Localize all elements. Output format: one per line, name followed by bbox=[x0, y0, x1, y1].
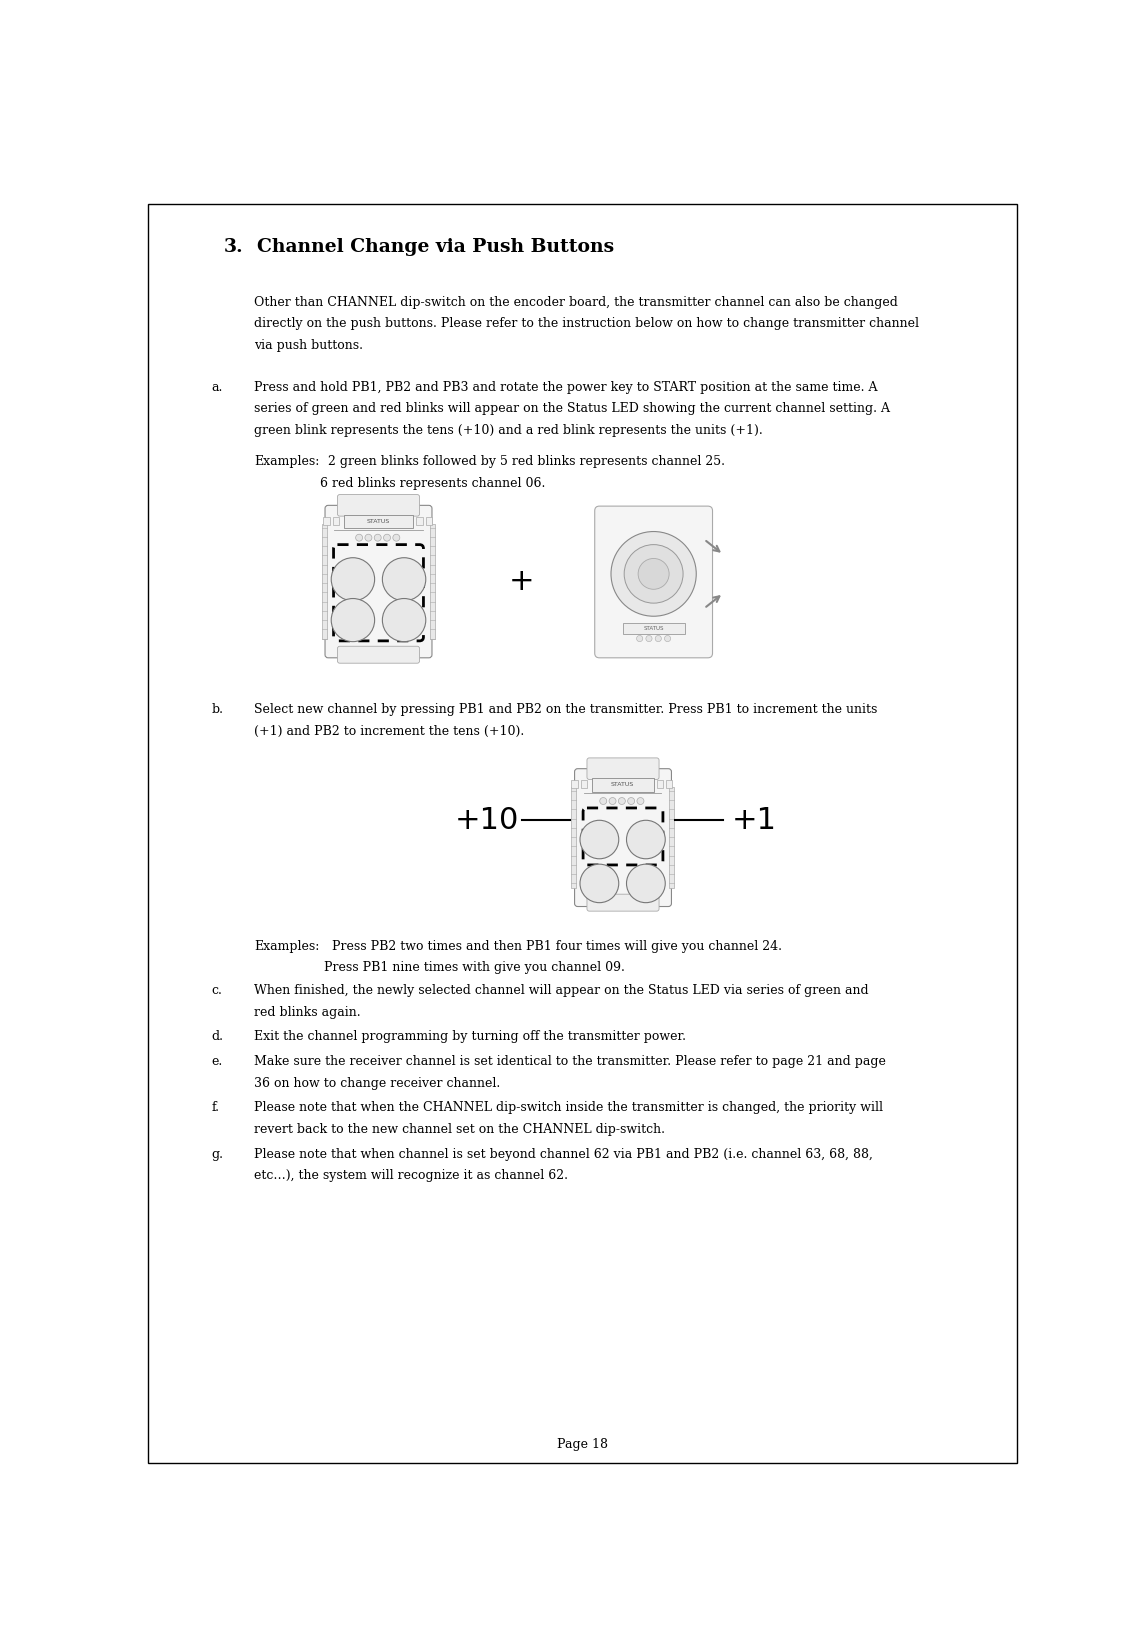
Bar bbox=[425, 517, 432, 525]
Circle shape bbox=[580, 821, 619, 859]
Text: Exit the channel programming by turning off the transmitter power.: Exit the channel programming by turning … bbox=[255, 1030, 687, 1043]
Text: PB3: PB3 bbox=[396, 616, 413, 624]
Text: Other than CHANNEL dip-switch on the encoder board, the transmitter channel can : Other than CHANNEL dip-switch on the enc… bbox=[255, 296, 898, 309]
Circle shape bbox=[383, 535, 390, 542]
Text: via push buttons.: via push buttons. bbox=[255, 338, 364, 352]
Circle shape bbox=[619, 797, 625, 804]
Circle shape bbox=[626, 863, 665, 903]
Text: PB1: PB1 bbox=[638, 835, 654, 844]
Bar bbox=[666, 781, 672, 788]
Bar bbox=[416, 517, 423, 525]
Text: STATUS: STATUS bbox=[367, 518, 390, 523]
Circle shape bbox=[580, 863, 619, 903]
Bar bbox=[572, 781, 578, 788]
Text: Press PB2 two times and then PB1 four times will give you channel 24.: Press PB2 two times and then PB1 four ti… bbox=[324, 939, 782, 953]
FancyBboxPatch shape bbox=[325, 505, 432, 657]
Text: 2 green blinks followed by 5 red blinks represents channel 25.: 2 green blinks followed by 5 red blinks … bbox=[321, 456, 725, 469]
Text: Press PB1 nine times with give you channel 09.: Press PB1 nine times with give you chann… bbox=[324, 961, 625, 974]
Bar bbox=[333, 517, 339, 525]
Bar bbox=[431, 523, 435, 639]
Text: PB2: PB2 bbox=[345, 575, 362, 584]
Bar bbox=[657, 781, 663, 788]
Bar bbox=[581, 781, 587, 788]
Text: Select new channel by pressing PB1 and PB2 on the transmitter. Press PB1 to incr: Select new channel by pressing PB1 and P… bbox=[255, 703, 878, 717]
Text: Make sure the receiver channel is set identical to the transmitter. Please refer: Make sure the receiver channel is set id… bbox=[255, 1055, 887, 1068]
Circle shape bbox=[637, 636, 642, 642]
Text: +1: +1 bbox=[732, 806, 777, 835]
Circle shape bbox=[624, 545, 683, 603]
Text: red blinks again.: red blinks again. bbox=[255, 1005, 362, 1019]
Circle shape bbox=[356, 535, 363, 542]
Text: directly on the push buttons. Please refer to the instruction below on how to ch: directly on the push buttons. Please ref… bbox=[255, 317, 920, 330]
Circle shape bbox=[331, 558, 374, 601]
Text: Channel Change via Push Buttons: Channel Change via Push Buttons bbox=[257, 238, 614, 256]
Circle shape bbox=[393, 535, 400, 542]
FancyBboxPatch shape bbox=[338, 495, 420, 517]
Text: Examples:: Examples: bbox=[255, 456, 319, 469]
Text: STATUS: STATUS bbox=[644, 626, 664, 631]
Text: a.: a. bbox=[211, 381, 223, 393]
Circle shape bbox=[599, 797, 607, 804]
Bar bbox=[322, 523, 326, 639]
Text: Please note that when the CHANNEL dip-switch inside the transmitter is changed, : Please note that when the CHANNEL dip-sw… bbox=[255, 1101, 883, 1114]
Circle shape bbox=[331, 599, 374, 642]
Text: STATUS: STATUS bbox=[611, 783, 634, 788]
Text: When finished, the newly selected channel will appear on the Status LED via seri: When finished, the newly selected channe… bbox=[255, 984, 869, 997]
Text: etc…), the system will recognize it as channel 62.: etc…), the system will recognize it as c… bbox=[255, 1169, 568, 1182]
Text: 6 red blinks represents channel 06.: 6 red blinks represents channel 06. bbox=[321, 477, 546, 490]
Text: +10: +10 bbox=[455, 806, 520, 835]
Text: e.: e. bbox=[211, 1055, 223, 1068]
Text: Page 18: Page 18 bbox=[557, 1438, 608, 1451]
Text: 3.: 3. bbox=[224, 238, 243, 256]
Text: Press and hold PB1, PB2 and PB3 and rotate the power key to START position at th: Press and hold PB1, PB2 and PB3 and rota… bbox=[255, 381, 878, 393]
Text: PB1: PB1 bbox=[396, 575, 413, 584]
Circle shape bbox=[637, 797, 644, 804]
Circle shape bbox=[638, 558, 670, 589]
Bar bbox=[670, 788, 674, 888]
Text: Examples:: Examples: bbox=[255, 939, 319, 953]
Text: d.: d. bbox=[211, 1030, 224, 1043]
Bar bbox=[623, 622, 684, 634]
Text: +: + bbox=[509, 566, 534, 596]
Circle shape bbox=[365, 535, 372, 542]
Circle shape bbox=[655, 636, 662, 642]
Circle shape bbox=[382, 558, 425, 601]
Text: b.: b. bbox=[211, 703, 224, 717]
Text: g.: g. bbox=[211, 1147, 224, 1161]
Circle shape bbox=[664, 636, 671, 642]
Circle shape bbox=[611, 532, 696, 616]
Text: (+1) and PB2 to increment the tens (+10).: (+1) and PB2 to increment the tens (+10)… bbox=[255, 725, 525, 738]
Circle shape bbox=[646, 636, 653, 642]
FancyBboxPatch shape bbox=[574, 769, 672, 906]
Bar bbox=[323, 517, 330, 525]
Text: PB2: PB2 bbox=[591, 835, 607, 844]
Bar bbox=[591, 778, 655, 792]
Circle shape bbox=[374, 535, 381, 542]
Bar bbox=[343, 515, 414, 528]
Text: revert back to the new channel set on the CHANNEL dip-switch.: revert back to the new channel set on th… bbox=[255, 1123, 665, 1136]
Text: green blink represents the tens (+10) and a red blink represents the units (+1).: green blink represents the tens (+10) an… bbox=[255, 424, 763, 438]
Circle shape bbox=[628, 797, 634, 804]
Text: Please note that when channel is set beyond channel 62 via PB1 and PB2 (i.e. cha: Please note that when channel is set bey… bbox=[255, 1147, 873, 1161]
Circle shape bbox=[626, 821, 665, 859]
FancyBboxPatch shape bbox=[338, 646, 420, 664]
FancyBboxPatch shape bbox=[587, 895, 659, 911]
Text: series of green and red blinks will appear on the Status LED showing the current: series of green and red blinks will appe… bbox=[255, 403, 890, 414]
Bar bbox=[572, 788, 576, 888]
Circle shape bbox=[382, 599, 425, 642]
Text: c.: c. bbox=[211, 984, 223, 997]
FancyBboxPatch shape bbox=[595, 507, 713, 657]
Circle shape bbox=[609, 797, 616, 804]
Text: f.: f. bbox=[211, 1101, 219, 1114]
Text: 36 on how to change receiver channel.: 36 on how to change receiver channel. bbox=[255, 1076, 500, 1090]
FancyBboxPatch shape bbox=[587, 758, 659, 779]
